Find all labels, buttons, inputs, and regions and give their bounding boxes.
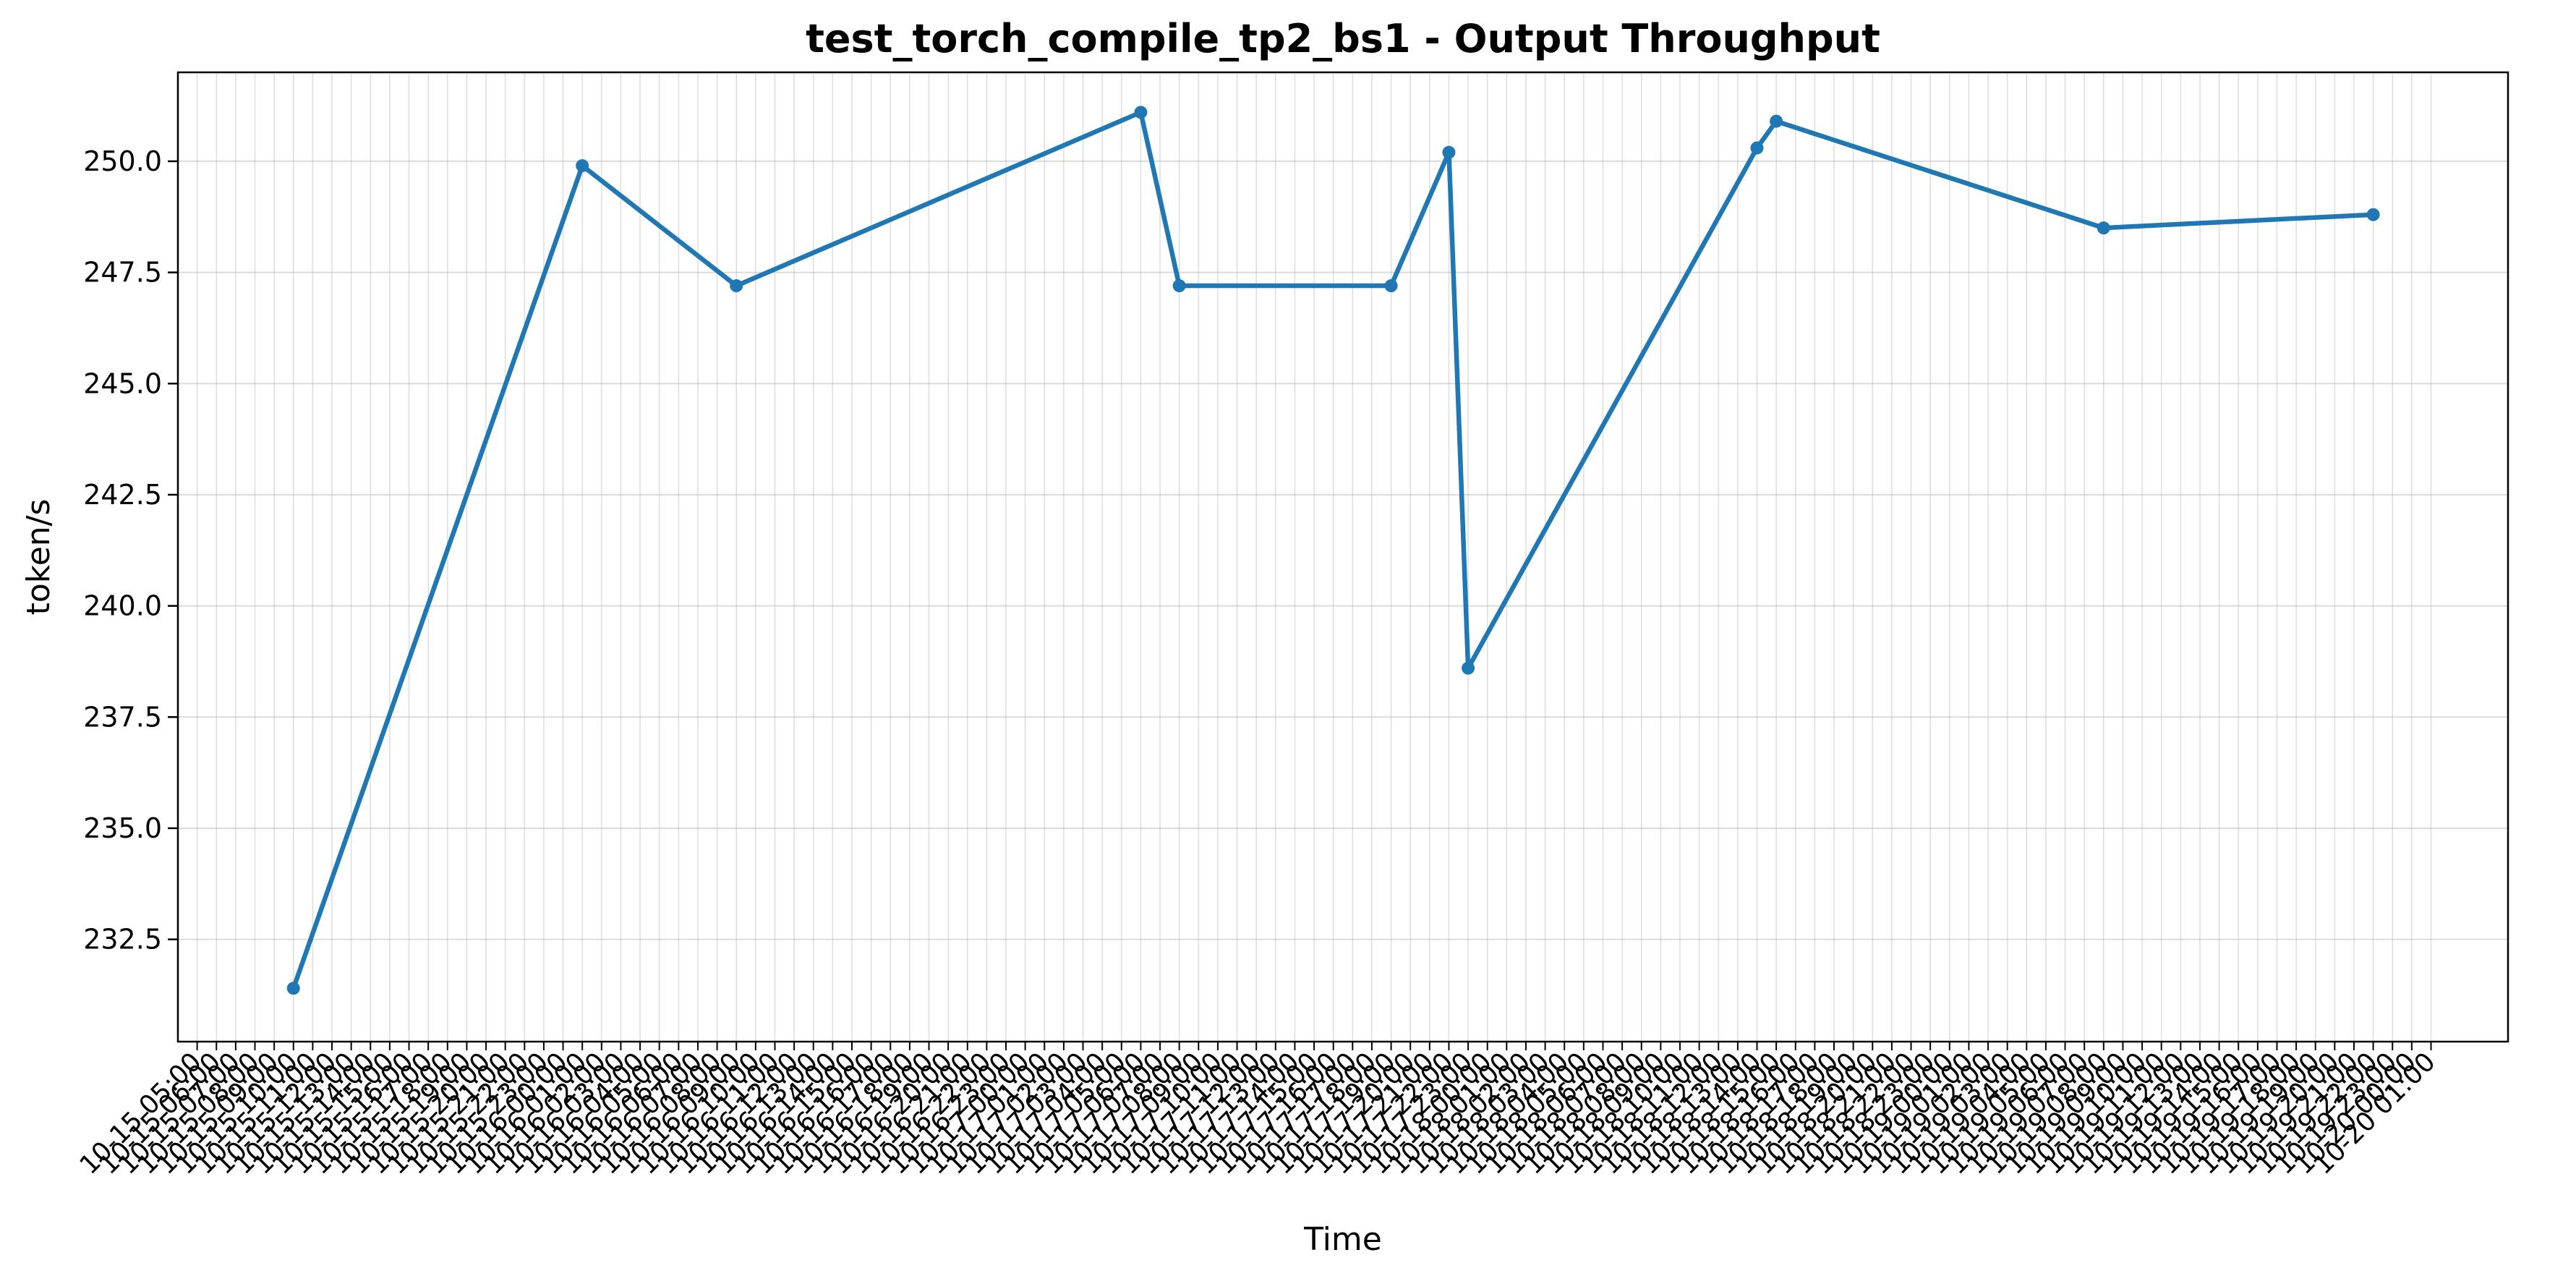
data-point xyxy=(2366,208,2380,221)
data-point xyxy=(286,982,300,995)
y-axis-ticks: 232.5 235.0 237.5 240.0 242.5 245.0 247.5 250.0 xyxy=(83,145,178,956)
data-point xyxy=(730,279,743,293)
data-point xyxy=(1172,279,1186,293)
data-point xyxy=(1750,141,1764,155)
y-axis-label: token/s xyxy=(20,499,57,616)
chart-title: test_torch_compile_tp2_bs1 - Output Thro… xyxy=(806,16,1880,61)
grid xyxy=(178,72,2508,1042)
plot-frame xyxy=(176,71,2509,1043)
y-tick-label: 250.0 xyxy=(83,145,162,177)
data-point xyxy=(2097,221,2110,235)
data-point xyxy=(576,159,589,173)
data-point xyxy=(1442,145,1456,159)
data-point xyxy=(1384,279,1398,293)
series-line-layer xyxy=(286,106,2380,995)
series-line xyxy=(291,110,2376,991)
data-point xyxy=(1770,114,1783,128)
y-tick-label: 247.5 xyxy=(83,257,162,289)
x-axis-label: Time xyxy=(1303,1221,1382,1258)
data-point xyxy=(1134,106,1148,119)
y-tick-label: 240.0 xyxy=(83,590,162,622)
y-tick-label: 237.5 xyxy=(83,701,162,733)
y-tick-label: 242.5 xyxy=(83,479,162,511)
y-tick-label: 235.0 xyxy=(83,812,162,844)
y-tick-label: 245.0 xyxy=(83,367,162,399)
data-point xyxy=(1462,661,1475,675)
y-tick-label: 232.5 xyxy=(83,924,162,956)
